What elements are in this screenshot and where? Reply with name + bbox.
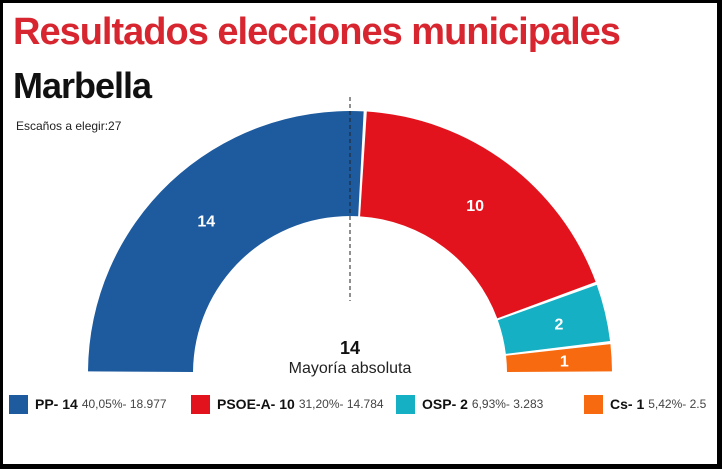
slice-osp bbox=[497, 284, 611, 354]
legend-item-osp: OSP- 2 6,93%- 3.283 bbox=[396, 392, 543, 416]
legend-party-psoe: PSOE-A- 10 bbox=[217, 396, 295, 412]
legend-swatch-psoe bbox=[191, 394, 210, 414]
legend-party-pp: PP- 14 bbox=[35, 396, 78, 412]
legend-stats-pp: 40,05%- 18.977 bbox=[81, 397, 167, 411]
majority-value: 14 bbox=[339, 338, 361, 358]
hemicycle-chart: 14 10 2 1 bbox=[88, 97, 612, 373]
slice-pp bbox=[88, 110, 364, 373]
slice-label-psoe: 10 bbox=[466, 198, 484, 215]
legend-item-psoe: PSOE-A- 10 31,20%- 14.784 bbox=[191, 392, 384, 416]
legend-item-pp: PP- 14 40,05%- 18.977 bbox=[9, 392, 167, 416]
legend-swatch-osp bbox=[396, 394, 415, 414]
legend-stats-psoe: 31,20%- 14.784 bbox=[298, 397, 384, 411]
chart-title: Resultados elecciones municipales bbox=[13, 11, 621, 53]
legend-party-osp: OSP- 2 bbox=[422, 396, 468, 412]
slice-label-osp: 2 bbox=[555, 316, 564, 333]
chart-frame: Resultados elecciones municipales Marbel… bbox=[3, 3, 717, 464]
slice-cs bbox=[506, 344, 612, 373]
chart-subtitle: Marbella bbox=[13, 65, 152, 106]
legend-stats-osp: 6,93%- 3.283 bbox=[471, 397, 544, 411]
seats-to-elect-note: Escaños a elegir:27 bbox=[16, 119, 122, 133]
legend-stats-cs: 5,42%- 2.5 bbox=[648, 397, 707, 411]
majority-label: Mayoría absoluta bbox=[288, 360, 412, 377]
legend-item-cs: Cs- 1 5,42%- 2.5 bbox=[584, 392, 706, 416]
slice-psoe bbox=[360, 111, 596, 319]
legend: PP- 14 40,05%- 18.977 PSOE-A- 10 31,20%-… bbox=[9, 392, 717, 416]
legend-swatch-pp bbox=[9, 394, 28, 414]
legend-party-cs: Cs- 1 bbox=[610, 396, 645, 412]
slice-label-pp: 14 bbox=[197, 214, 215, 231]
slice-label-cs: 1 bbox=[560, 354, 569, 371]
legend-swatch-cs bbox=[584, 394, 603, 414]
